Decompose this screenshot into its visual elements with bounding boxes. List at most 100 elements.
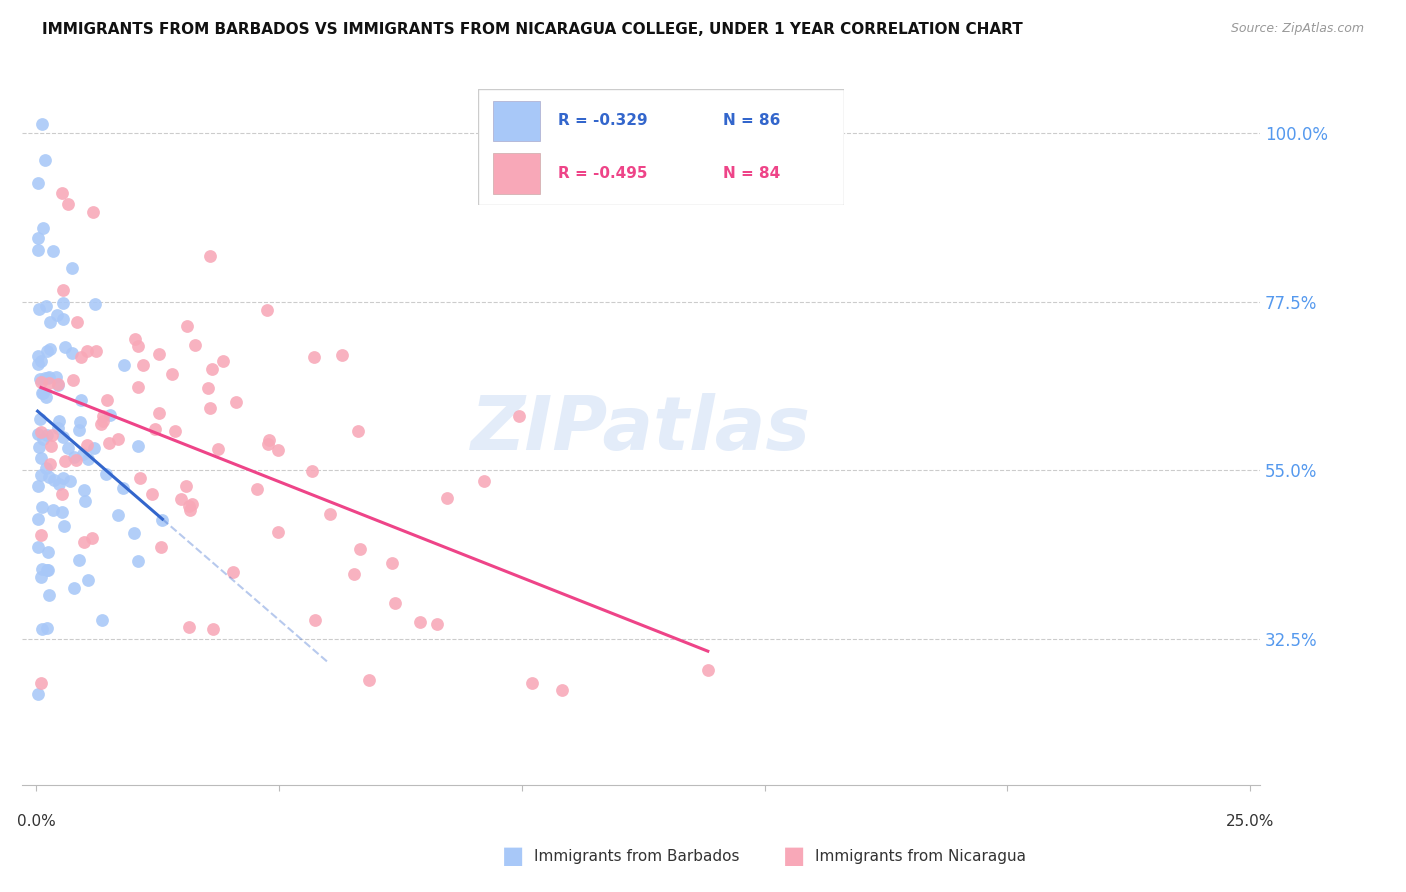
Point [91, 414, 114, 428]
Point [30, 354, 52, 368]
Point [30, 450, 52, 465]
Point [127, 439, 149, 453]
Point [60, 346, 83, 360]
Point [52, 430, 75, 444]
Point [301, 464, 323, 478]
Point [27, 541, 49, 555]
Point [63, 582, 86, 596]
Point [83, 296, 105, 310]
Point [30, 425, 52, 439]
Point [35, 563, 58, 577]
Point [66, 315, 89, 329]
Point [27, 243, 49, 257]
Text: Source: ZipAtlas.com: Source: ZipAtlas.com [1230, 22, 1364, 36]
Point [39, 457, 62, 471]
Point [129, 471, 152, 485]
Point [70, 350, 93, 364]
Point [42, 503, 65, 517]
Point [551, 683, 574, 698]
Point [201, 623, 224, 637]
Point [46, 378, 69, 392]
Point [143, 422, 166, 436]
FancyBboxPatch shape [478, 89, 844, 205]
Point [35, 390, 58, 404]
Point [83, 441, 105, 455]
Point [67, 423, 90, 437]
Bar [492, 101, 540, 141]
Point [31, 385, 53, 400]
Point [343, 567, 366, 582]
Point [160, 367, 183, 381]
Text: R = -0.329: R = -0.329 [558, 113, 648, 128]
Point [27, 479, 49, 493]
Point [696, 663, 718, 677]
Point [37, 545, 59, 559]
Point [222, 565, 245, 579]
Point [170, 492, 193, 507]
Point [80, 531, 103, 545]
Point [31, 561, 53, 575]
Point [474, 475, 496, 489]
Point [77, 451, 100, 466]
Point [112, 359, 135, 373]
Point [27, 350, 49, 364]
Point [31, 500, 53, 514]
Point [34, 371, 56, 385]
Point [53, 340, 76, 354]
Point [35, 461, 58, 475]
Point [141, 487, 163, 501]
Point [30, 528, 52, 542]
Point [381, 556, 404, 570]
Point [508, 409, 530, 423]
Point [90, 613, 112, 627]
Point [59, 475, 82, 489]
Point [38, 376, 60, 391]
Point [46, 376, 69, 391]
Point [426, 617, 449, 632]
Point [150, 541, 173, 555]
Point [107, 432, 129, 446]
Point [409, 615, 432, 629]
Text: ■: ■ [502, 845, 524, 868]
Point [67, 553, 90, 567]
Point [267, 525, 290, 540]
Point [302, 351, 325, 365]
Text: N = 86: N = 86 [723, 113, 780, 128]
Point [181, 497, 204, 511]
Point [111, 481, 134, 495]
Point [31, 117, 53, 131]
Bar [492, 153, 540, 194]
Point [225, 395, 247, 409]
Point [198, 249, 221, 263]
Point [174, 478, 197, 492]
Point [28, 372, 51, 386]
Point [56, 197, 79, 211]
Point [207, 442, 229, 456]
Point [27, 231, 49, 245]
Point [27, 357, 49, 371]
Point [51, 186, 73, 200]
Point [37, 563, 59, 577]
Text: Immigrants from Barbados: Immigrants from Barbados [534, 849, 740, 863]
Point [27, 511, 49, 525]
Point [27, 427, 49, 442]
Point [30, 375, 52, 389]
Point [52, 471, 75, 485]
Point [197, 380, 219, 394]
Point [63, 450, 86, 465]
Point [212, 354, 235, 368]
Point [349, 542, 371, 557]
Text: 0.0%: 0.0% [17, 814, 55, 829]
Point [48, 414, 70, 428]
Point [56, 441, 79, 455]
Point [246, 482, 269, 496]
Point [70, 393, 93, 408]
Point [52, 283, 75, 297]
Point [82, 204, 104, 219]
Point [38, 589, 60, 603]
Point [184, 338, 207, 352]
Point [304, 613, 326, 627]
Point [179, 502, 201, 516]
Point [52, 296, 75, 310]
Point [97, 436, 120, 450]
